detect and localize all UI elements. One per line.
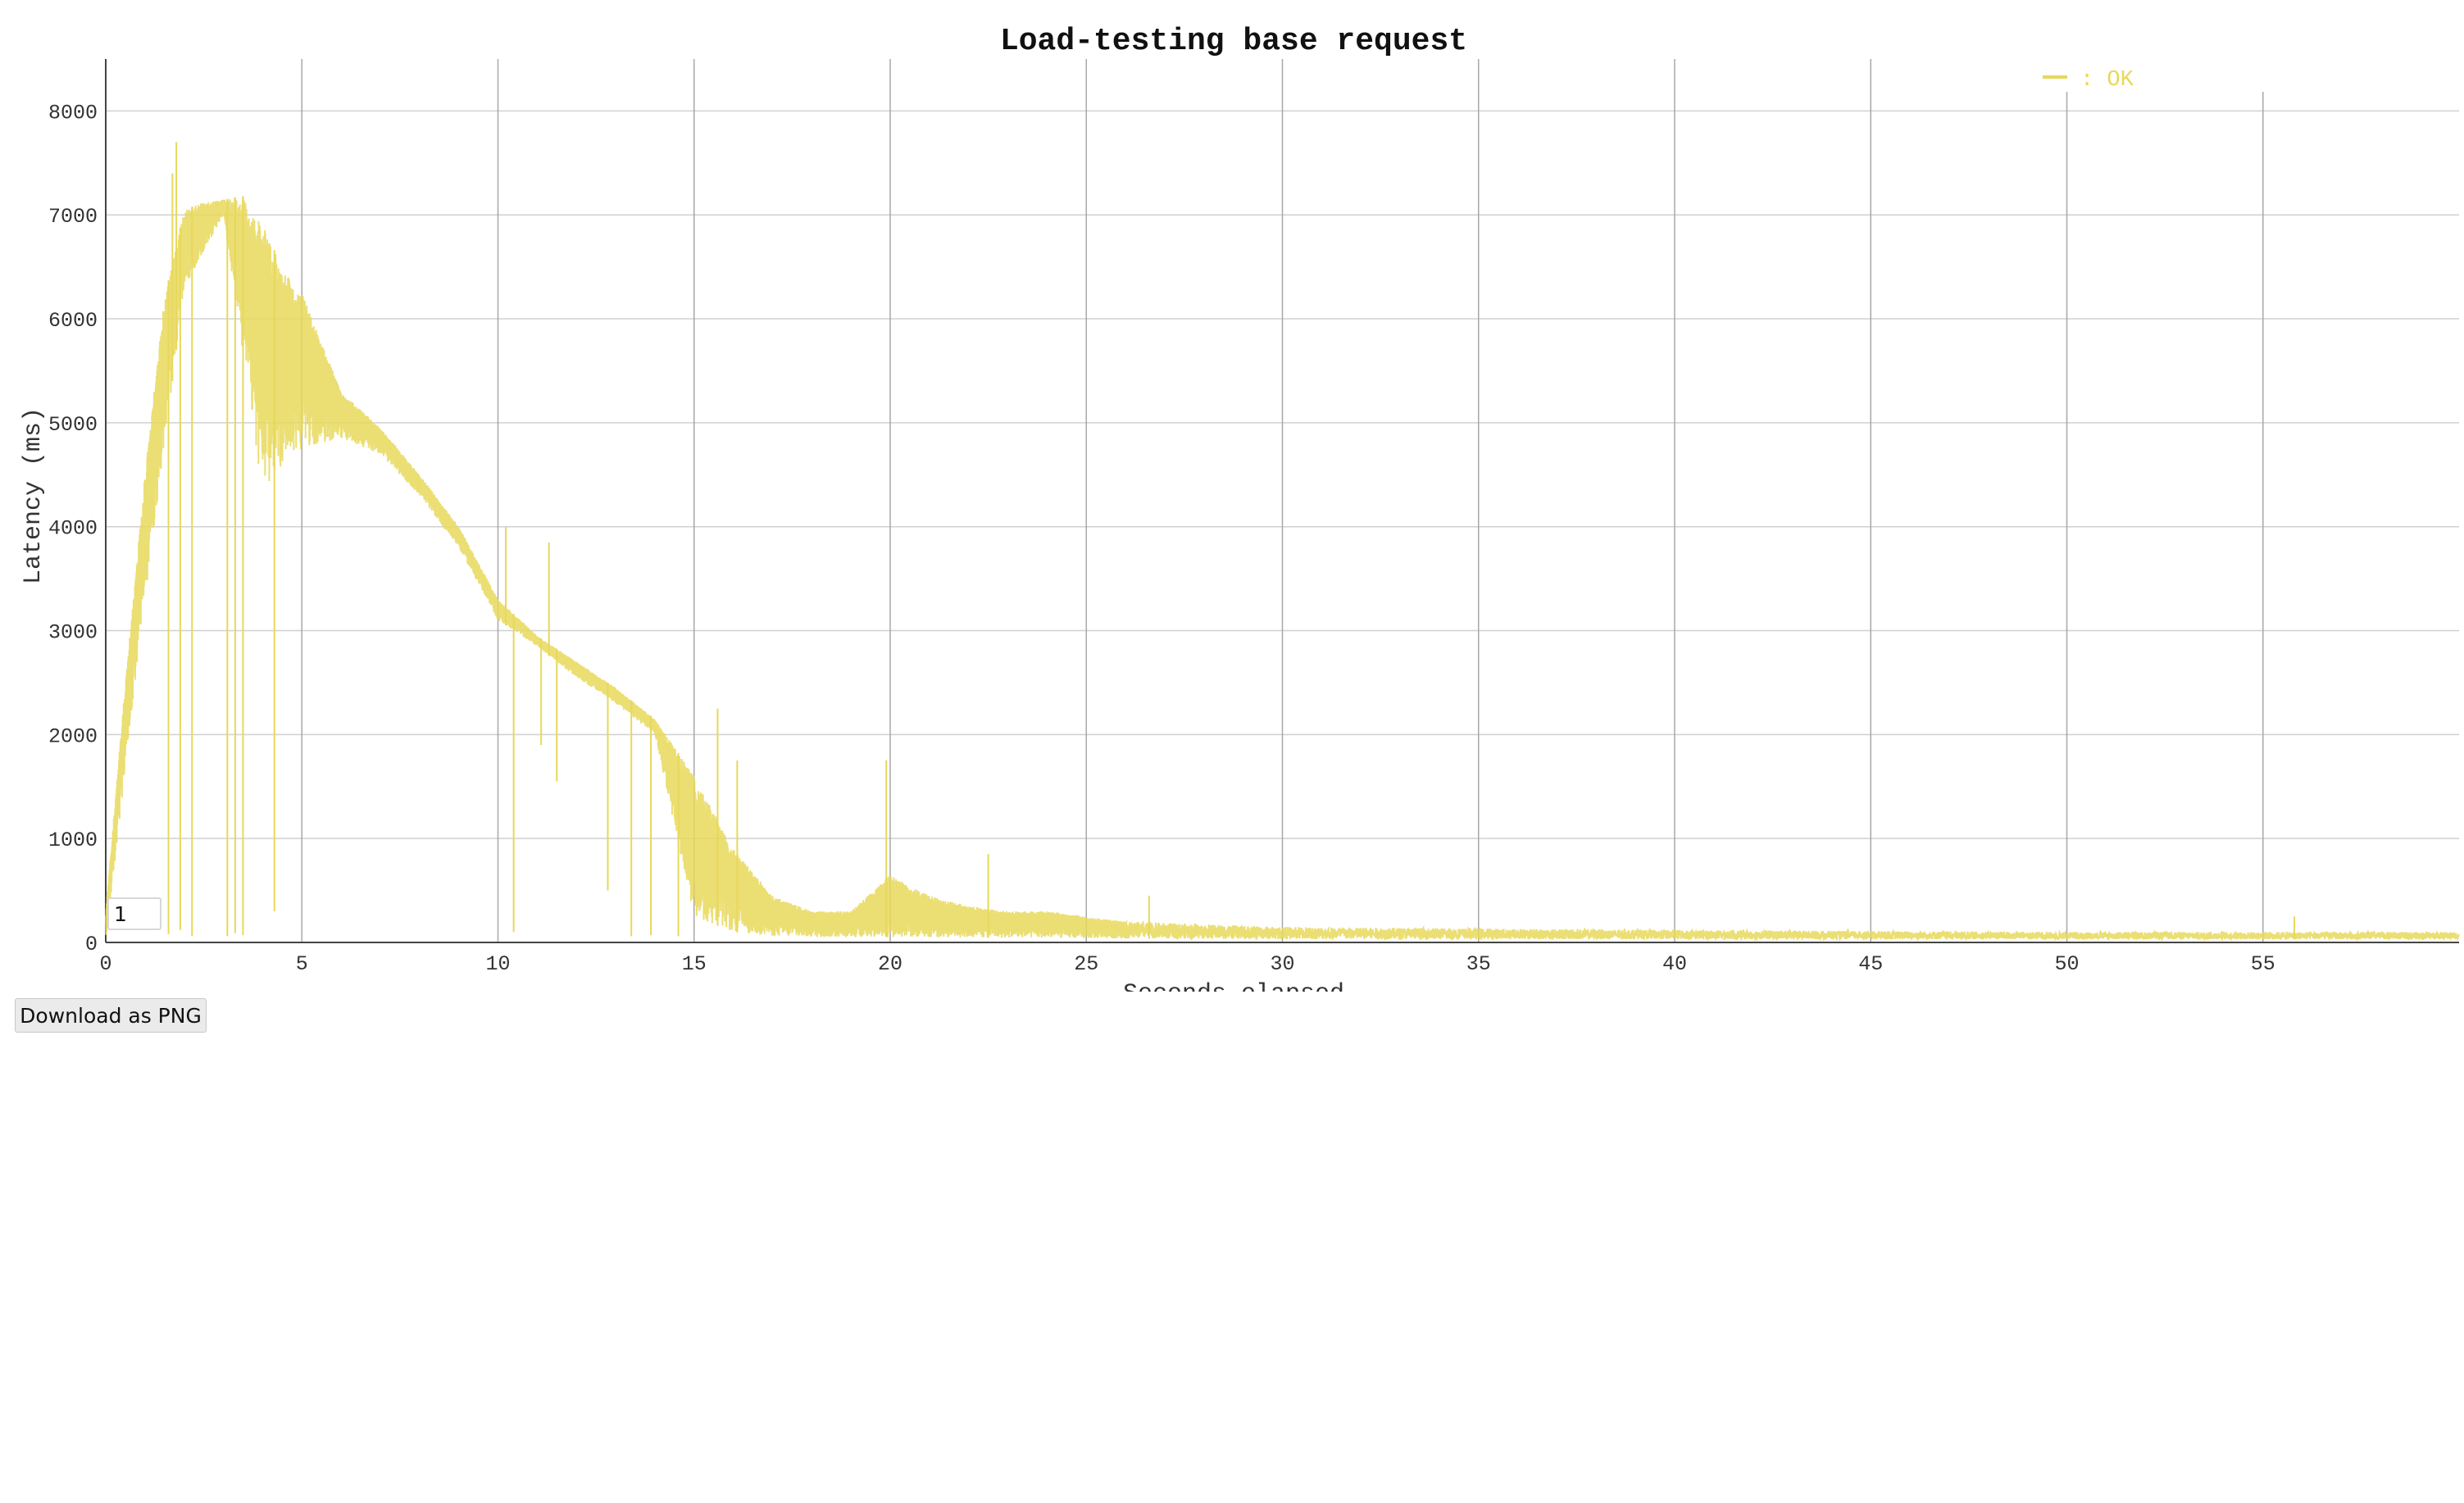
x-tick-label: 10 xyxy=(485,952,510,976)
legend: : OK xyxy=(2043,68,2134,93)
x-axis-label: Seconds elapsed xyxy=(1123,980,1344,992)
chart-area: Load-testing base request 0 1000 2000 3000 4… xyxy=(20,24,2460,1008)
legend-entry-ok: : OK xyxy=(2080,68,2134,93)
x-tick-label: 25 xyxy=(1074,952,1098,976)
smoothing-input[interactable] xyxy=(107,897,161,930)
y-tick-label: 8000 xyxy=(48,101,98,125)
x-tick-label: 50 xyxy=(2054,952,2079,976)
x-tick-label: 55 xyxy=(2251,952,2275,976)
y-tick-label: 2000 xyxy=(48,724,98,748)
x-tick-label: 5 xyxy=(296,952,308,976)
latency-chart: Load-testing base request 0 1000 2000 3000 4… xyxy=(20,24,2460,1008)
download-png-button[interactable]: Download as PNG xyxy=(15,998,207,1033)
x-tick-label: 40 xyxy=(1662,952,1687,976)
y-axis-label: Latency (ms) xyxy=(20,407,48,584)
x-tick-label: 20 xyxy=(878,952,902,976)
axes: 0 1000 2000 3000 4000 5000 6000 7000 8000 0 5 10 15 2… xyxy=(48,59,2459,976)
x-tick-label: 0 xyxy=(99,952,111,976)
y-tick-label: 0 xyxy=(85,933,98,956)
x-tick-label: 15 xyxy=(682,952,707,976)
x-tick-label: 45 xyxy=(1858,952,1883,976)
series-line-ok xyxy=(105,198,2460,942)
y-tick-label: 5000 xyxy=(48,413,98,437)
y-tick-label: 3000 xyxy=(48,621,98,645)
chart-title: Load-testing base request xyxy=(1000,24,1467,59)
grid xyxy=(106,59,2459,942)
y-tick-label: 4000 xyxy=(48,517,98,541)
x-tick-label: 35 xyxy=(1466,952,1491,976)
y-tick-label: 1000 xyxy=(48,829,98,852)
series-layer xyxy=(105,142,2460,942)
x-tick-label: 30 xyxy=(1270,952,1294,976)
y-tick-label: 6000 xyxy=(48,309,98,333)
y-tick-label: 7000 xyxy=(48,205,98,229)
